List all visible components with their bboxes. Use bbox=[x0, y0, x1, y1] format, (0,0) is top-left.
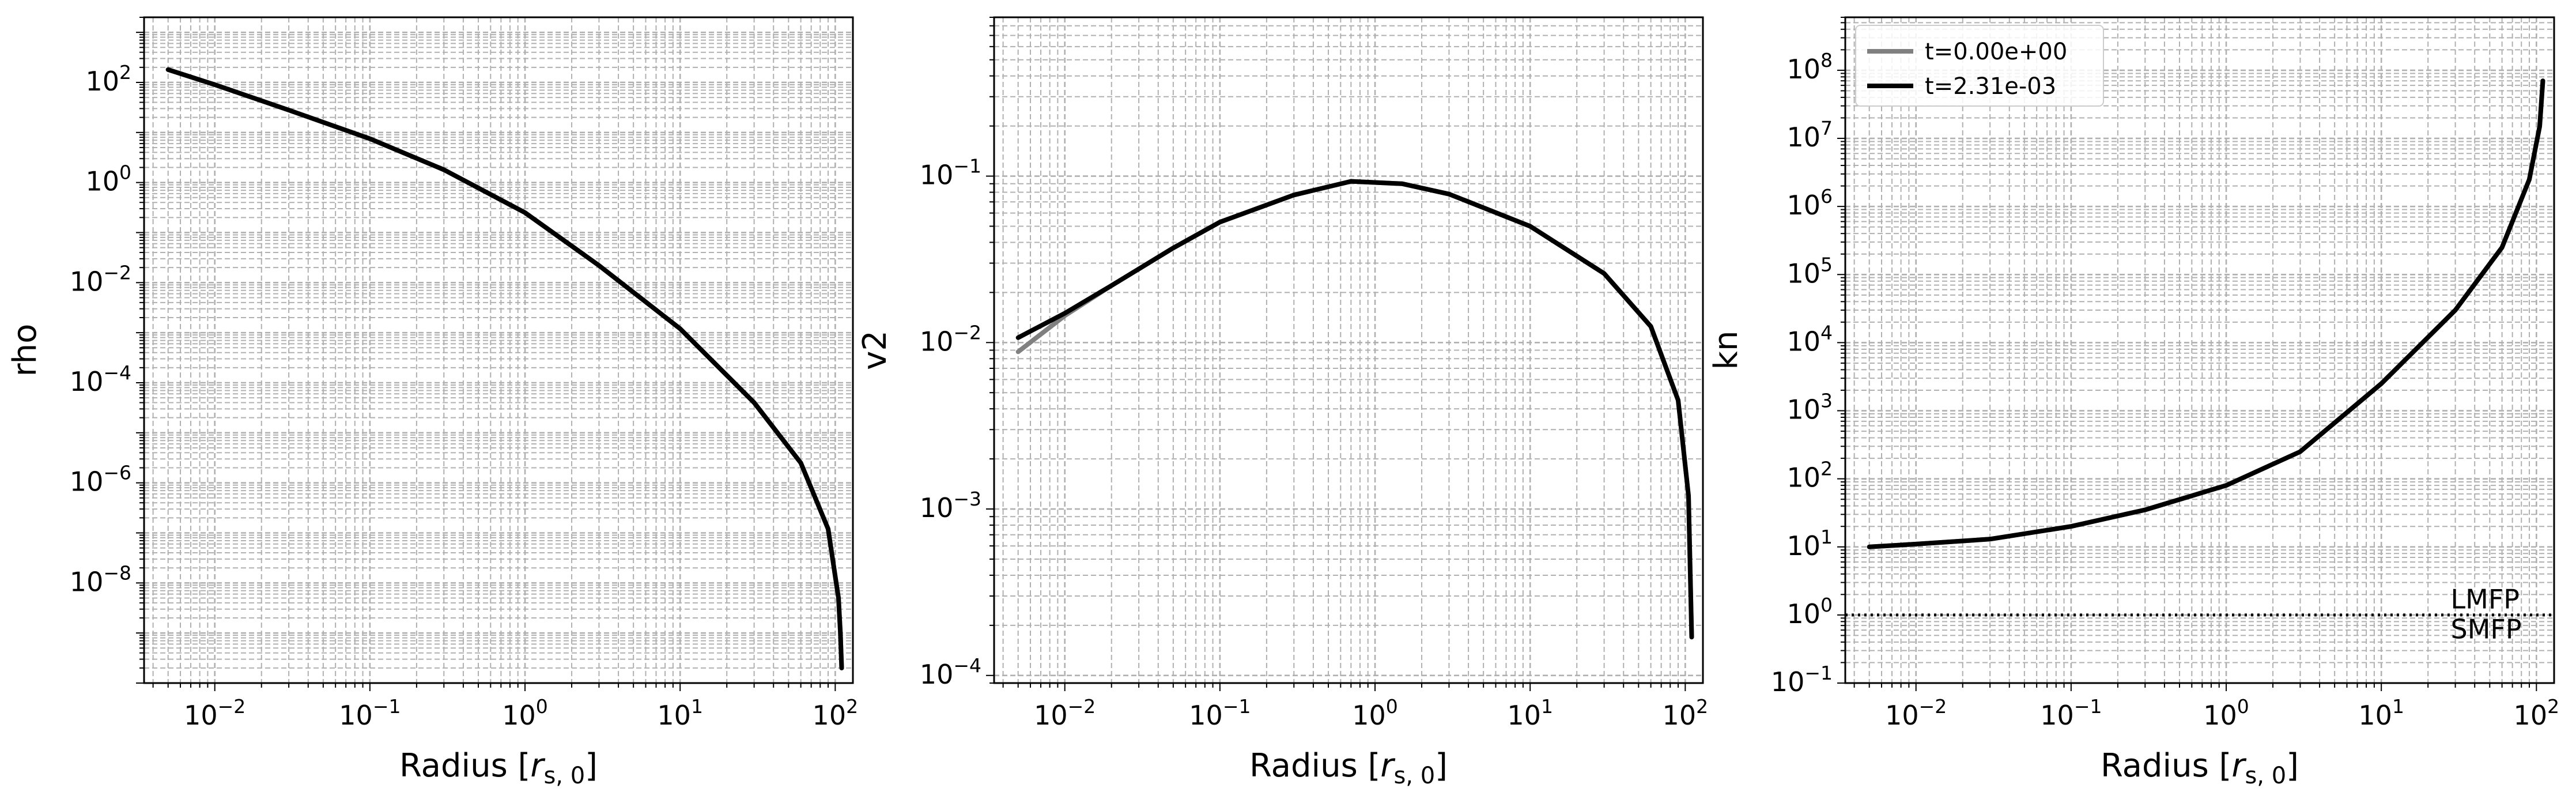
y-axis-label: kn bbox=[1708, 331, 1745, 370]
x-tick-label: 100 bbox=[502, 695, 548, 731]
y-tick-label: 10−6 bbox=[70, 462, 131, 497]
x-tick-label: 10−1 bbox=[2040, 695, 2102, 731]
series-line-0 bbox=[165, 67, 844, 670]
x-tick-label: 102 bbox=[813, 695, 859, 731]
x-tick-label: 101 bbox=[1507, 695, 1553, 731]
legend-entry: t=2.31e-03 bbox=[1925, 73, 2056, 100]
y-tick-label: 103 bbox=[1786, 390, 1833, 425]
y-tick-label: 10−3 bbox=[920, 488, 981, 523]
x-axis-label: Radius [rs, 0] bbox=[399, 747, 598, 789]
annotation-lmfp: LMFP bbox=[2451, 584, 2520, 615]
y-tick-label: 105 bbox=[1786, 253, 1833, 289]
annotation-smfp: SMFP bbox=[2451, 613, 2522, 644]
panel-v2: 10−2 10−1 100 101 102 10−1 10−2 10−3 10−4 Radius … bbox=[856, 16, 1709, 789]
grid bbox=[144, 17, 853, 684]
x-tick-label: 101 bbox=[2358, 695, 2404, 731]
y-tick-label: 101 bbox=[1786, 526, 1833, 561]
y-tick-label: 104 bbox=[1786, 321, 1833, 357]
legend: t=0.00e+00 t=2.31e-03 bbox=[1855, 25, 2104, 107]
y-tick-label: 10−8 bbox=[70, 561, 131, 597]
y-tick-label: 10−2 bbox=[920, 321, 981, 357]
axes-frame bbox=[143, 16, 854, 684]
y-tick-label: 107 bbox=[1786, 117, 1833, 153]
x-tick-label: 10−2 bbox=[184, 695, 245, 731]
x-tick-label: 10−1 bbox=[1189, 695, 1251, 731]
x-axis-label: Radius [rs, 0] bbox=[1249, 747, 1448, 789]
y-tick-label: 108 bbox=[1786, 49, 1833, 85]
axes-frame bbox=[993, 16, 1704, 684]
x-tick-label: 102 bbox=[1663, 695, 1709, 731]
x-tick-label: 101 bbox=[657, 695, 703, 731]
y-axis-label: v2 bbox=[856, 330, 894, 370]
panel-rho: 10−2 10−1 100 101 102 102 100 10−2 10−4 10−6 10−8 R… bbox=[6, 16, 859, 789]
x-tick-label: 100 bbox=[2203, 695, 2249, 731]
series-line-1 bbox=[1015, 179, 1694, 640]
y-tick-label: 100 bbox=[1786, 594, 1833, 629]
y-axis-label: rho bbox=[6, 324, 44, 377]
axes-frame bbox=[1844, 16, 2555, 684]
x-tick-label: 10−2 bbox=[1034, 695, 1096, 731]
grid bbox=[994, 17, 1703, 684]
y-tick-label: 102 bbox=[85, 61, 131, 97]
x-tick-label: 10−2 bbox=[1885, 695, 1947, 731]
x-axis-label: Radius [rs, 0] bbox=[2101, 747, 2299, 789]
x-tick-label: 10−1 bbox=[339, 695, 401, 731]
y-tick-label: 10−4 bbox=[70, 361, 131, 397]
y-tick-label: 106 bbox=[1786, 185, 1833, 221]
y-tick-label: 100 bbox=[85, 161, 131, 197]
grid bbox=[1845, 17, 2554, 684]
legend-box bbox=[1855, 25, 2104, 107]
y-tick-label: 10−1 bbox=[1771, 662, 1833, 697]
x-tick-label: 100 bbox=[1352, 695, 1398, 731]
panel-kn: 10−2 10−1 100 101 102 108 107 106 105 104 103 102 10… bbox=[1708, 16, 2560, 789]
y-tick-label: 102 bbox=[1786, 458, 1833, 493]
series-line-1 bbox=[1867, 78, 2545, 549]
x-tick-label: 102 bbox=[2514, 695, 2560, 731]
y-tick-label: 10−2 bbox=[70, 261, 131, 297]
legend-entry: t=0.00e+00 bbox=[1925, 39, 2067, 65]
series-line-1 bbox=[165, 67, 844, 670]
y-tick-label: 10−4 bbox=[920, 654, 981, 690]
y-tick-label: 10−1 bbox=[920, 155, 981, 191]
series-line-0 bbox=[1867, 78, 2545, 549]
